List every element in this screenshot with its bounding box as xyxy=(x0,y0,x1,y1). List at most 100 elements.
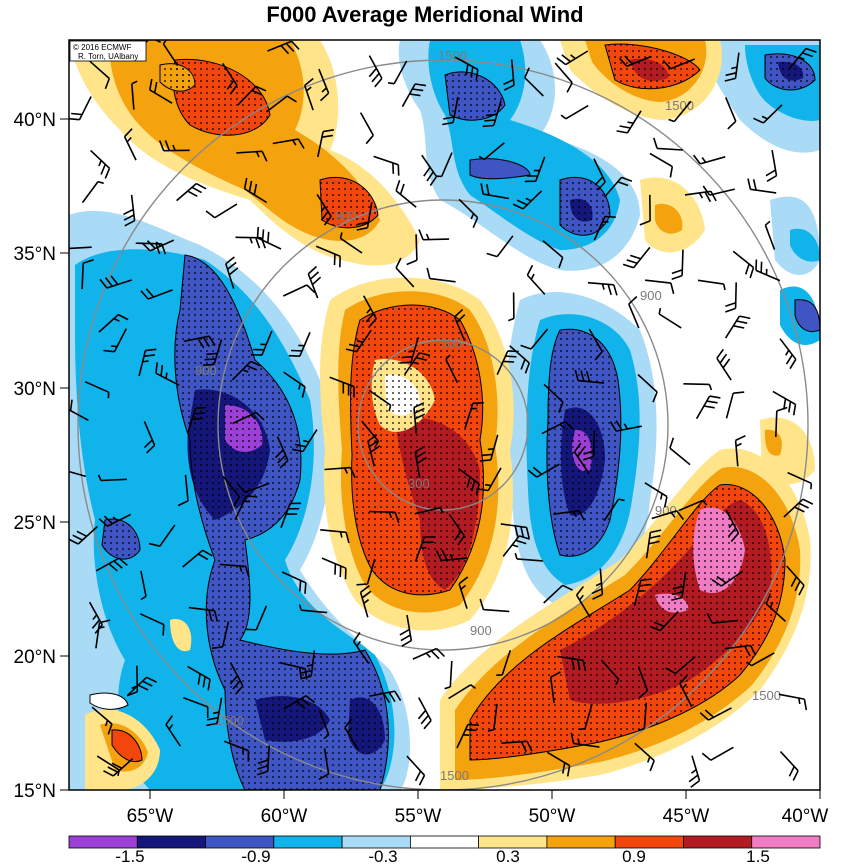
wind-barb xyxy=(549,671,561,704)
colorbar-tick-label: -0.9 xyxy=(241,847,270,866)
wind-barb xyxy=(368,55,383,88)
wind-barb xyxy=(237,482,270,494)
wind-barb xyxy=(622,246,651,269)
wind-barb xyxy=(257,745,270,776)
wind-barb xyxy=(188,606,219,622)
wind-barb xyxy=(318,68,330,102)
wind-barb xyxy=(272,138,305,149)
colorbar-labels: -1.5 -0.9 -0.3 0.3 0.9 1.5 xyxy=(115,847,769,866)
colorbar-tick-label: 0.9 xyxy=(622,847,646,866)
wind-barb xyxy=(176,182,207,202)
wind-barb xyxy=(616,110,642,134)
wind-barb xyxy=(764,220,776,250)
wind-barb xyxy=(127,676,157,696)
contour-label: 300 xyxy=(440,336,462,351)
wind-barb xyxy=(479,434,499,462)
wind-barb xyxy=(315,245,341,268)
wind-barb xyxy=(448,513,465,546)
wind-barb xyxy=(600,659,620,686)
lon-tick-label: 50°W xyxy=(529,806,576,827)
contour-label: 1500 xyxy=(665,98,694,113)
wind-barb xyxy=(509,345,531,374)
wind-barb xyxy=(229,662,244,695)
contour-label: 300 xyxy=(408,476,430,491)
wind-barb xyxy=(669,437,691,466)
wind-barb xyxy=(662,58,696,70)
wind-barb xyxy=(359,585,372,618)
wind-barb xyxy=(575,586,591,618)
wind-barb xyxy=(496,649,512,676)
wind-barb xyxy=(645,279,675,294)
wind-barb xyxy=(554,62,573,93)
lat-tick-label: 30°N xyxy=(14,379,56,400)
range-rings xyxy=(77,59,809,790)
wind-barb xyxy=(243,177,268,204)
contour-label: 900 xyxy=(195,363,217,378)
wind-barb xyxy=(649,152,674,178)
wind-barb xyxy=(266,95,297,113)
wind-barb xyxy=(454,56,479,81)
wind-barb xyxy=(81,180,104,204)
wind-barb xyxy=(639,194,651,226)
wind-barb xyxy=(556,50,589,66)
wind-barb xyxy=(458,198,479,229)
wind-barb xyxy=(283,695,316,710)
colorbar-tick-label: 0.3 xyxy=(496,847,520,866)
wind-barb xyxy=(543,383,564,413)
wind-barb xyxy=(369,690,402,704)
wind-barbs xyxy=(69,40,817,788)
wind-barb xyxy=(417,697,432,730)
wind-barb xyxy=(283,371,306,398)
wind-barb xyxy=(697,279,726,291)
lon-tick-label: 45°W xyxy=(663,806,710,827)
wind-barb xyxy=(399,336,420,364)
wind-barb xyxy=(435,152,453,178)
map-area: 300 300 900 900 900 900 900 1500 1500 15… xyxy=(69,40,820,790)
wind-barb xyxy=(414,536,436,562)
wind-barb xyxy=(222,62,238,95)
wind-barb xyxy=(123,128,137,161)
wind-barb xyxy=(222,475,241,507)
wind-barb xyxy=(356,202,373,231)
wind-barb xyxy=(69,525,98,545)
wind-barb xyxy=(724,97,737,130)
wind-barb xyxy=(158,140,190,152)
wind-barb xyxy=(138,348,157,377)
wind-barb xyxy=(225,256,239,289)
wind-barb xyxy=(413,402,426,434)
contour-label: 900 xyxy=(640,288,662,303)
wind-barb xyxy=(706,612,739,624)
wind-barb xyxy=(456,723,479,749)
contour-label: 1500 xyxy=(215,713,244,728)
wind-barb xyxy=(651,510,685,520)
wind-barb xyxy=(692,154,726,165)
wind-barb xyxy=(232,411,265,425)
wind-barb xyxy=(95,557,128,572)
wind-barb xyxy=(352,632,369,664)
wind-barb xyxy=(356,558,376,586)
wind-barb xyxy=(245,605,268,631)
wind-barb xyxy=(318,748,330,781)
wind-barb xyxy=(734,434,746,467)
wind-barb xyxy=(345,329,372,353)
wind-barb xyxy=(724,52,740,82)
lon-tick-label: 55°W xyxy=(395,806,442,827)
wind-barb xyxy=(444,660,453,690)
wind-barb xyxy=(524,156,546,183)
wind-barb xyxy=(787,471,813,490)
wind-barb xyxy=(503,59,515,91)
wind-barb xyxy=(524,67,544,97)
wind-barb xyxy=(339,232,363,254)
lat-tick-label: 20°N xyxy=(14,647,56,668)
wind-barb xyxy=(406,755,426,786)
wind-barb xyxy=(203,339,223,366)
wind-barb xyxy=(98,313,129,333)
wind-barb xyxy=(84,380,110,399)
wind-barb xyxy=(321,557,347,580)
colorbar-swatch xyxy=(136,835,207,849)
wind-barb xyxy=(395,180,417,208)
wind-barb xyxy=(514,552,543,562)
wind-barb xyxy=(520,328,549,350)
colorbar xyxy=(68,835,821,849)
lat-tick-label: 15°N xyxy=(14,781,56,802)
